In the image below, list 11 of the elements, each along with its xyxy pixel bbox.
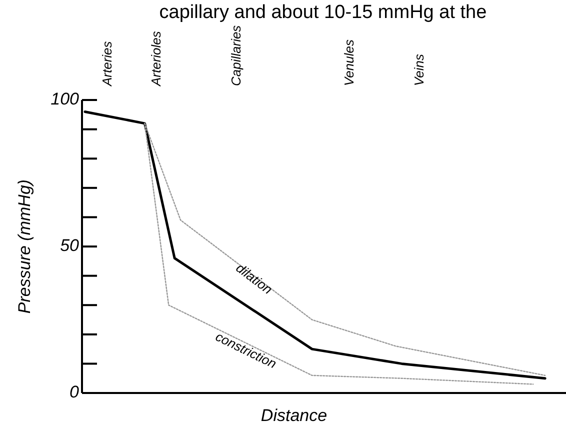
text: Capillaries [228,24,244,86]
chart-title: capillary and about 10-15 mmHg at the [159,2,487,23]
text: Arterioles [148,30,164,87]
y-tick-label: 100 [50,89,80,108]
y-axis-title: Pressure (mmHg) [15,179,34,314]
x-axis-title: Distance [260,406,328,425]
text: Venules [342,39,357,86]
text: Arteries [100,40,115,87]
y-tick-label: 50 [60,236,80,255]
text: Veins [411,53,426,86]
y-tick-label: 0 [70,382,80,402]
